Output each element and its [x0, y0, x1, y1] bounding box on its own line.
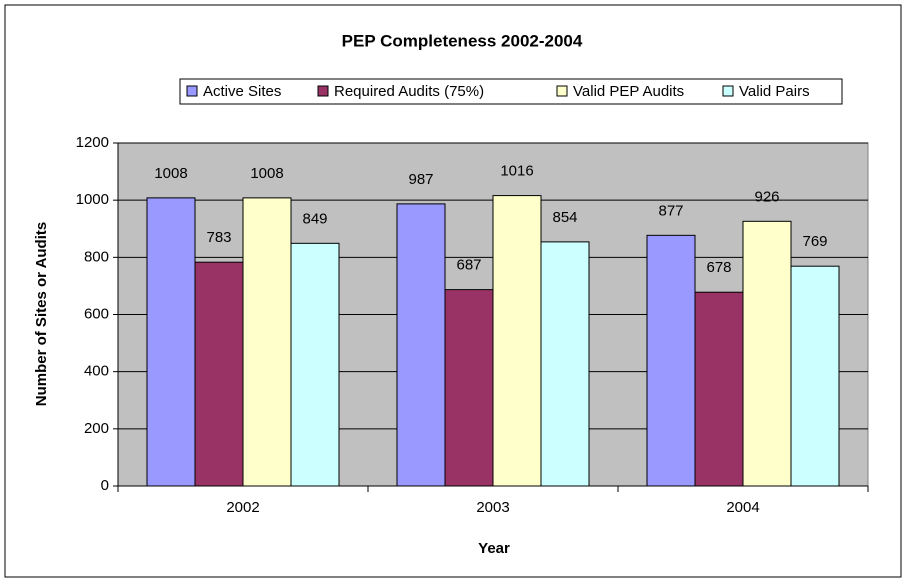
y-tick-label: 400 — [84, 363, 109, 380]
chart-title: PEP Completeness 2002-2004 — [342, 31, 583, 50]
x-axis-label: Year — [478, 540, 510, 557]
bar — [444, 289, 494, 487]
bar — [194, 261, 244, 487]
data-label: 1016 — [500, 163, 533, 180]
y-tick-label: 800 — [84, 248, 109, 265]
y-axis-label: Number of Sites or Audits — [33, 222, 50, 406]
data-label: 849 — [302, 210, 327, 227]
x-tick-label: 2002 — [226, 499, 259, 516]
bar — [646, 234, 696, 487]
data-label: 1008 — [154, 165, 187, 182]
x-tick-label: 2003 — [476, 499, 509, 516]
y-tick-label: 1200 — [76, 134, 109, 151]
data-label: 783 — [206, 229, 231, 246]
legend-swatch — [186, 85, 198, 97]
legend-label: Required Audits (75%) — [334, 83, 484, 100]
y-tick-label: 600 — [84, 305, 109, 322]
bar — [540, 241, 590, 487]
bar — [492, 195, 542, 487]
bar — [790, 265, 840, 487]
legend-label: Active Sites — [203, 83, 281, 100]
y-tick-label: 200 — [84, 420, 109, 437]
data-label: 1008 — [250, 165, 283, 182]
data-label: 877 — [658, 202, 683, 219]
bar — [742, 220, 792, 487]
bar — [694, 291, 744, 487]
legend-label: Valid Pairs — [739, 83, 810, 100]
data-label: 926 — [754, 188, 779, 205]
y-tick-label: 0 — [101, 477, 109, 494]
bar — [290, 242, 340, 487]
data-label: 678 — [706, 259, 731, 276]
legend-swatch — [317, 85, 329, 97]
data-label: 687 — [456, 257, 481, 274]
x-tick-label: 2004 — [726, 499, 759, 516]
bar — [396, 203, 446, 487]
data-label: 854 — [552, 209, 577, 226]
legend-label: Valid PEP Audits — [573, 83, 684, 100]
data-label: 987 — [408, 171, 433, 188]
legend-swatch — [556, 85, 568, 97]
y-tick-label: 1000 — [76, 191, 109, 208]
legend-swatch — [722, 85, 734, 97]
data-label: 769 — [802, 233, 827, 250]
bar — [242, 197, 292, 487]
bar — [146, 197, 196, 487]
